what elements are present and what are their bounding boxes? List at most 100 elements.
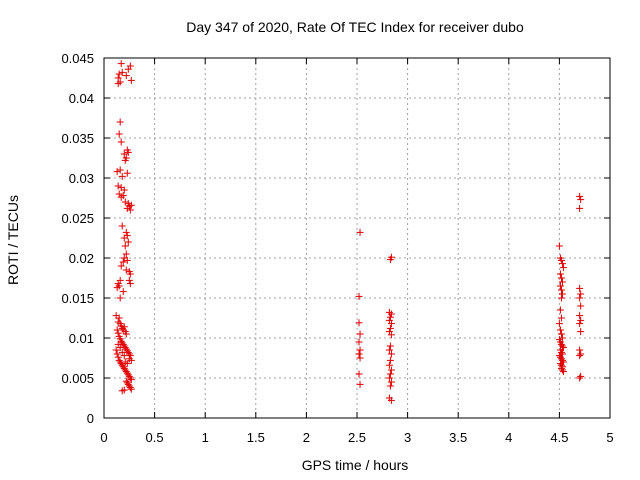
data-point [556, 282, 564, 290]
y-tick-label: 0.015 [61, 291, 94, 306]
x-tick-label: 3 [404, 430, 411, 445]
data-point [123, 360, 131, 368]
data-point [119, 192, 127, 200]
data-point [119, 258, 127, 266]
data-point [121, 242, 129, 250]
data-point [387, 310, 395, 318]
data-point [556, 326, 564, 334]
data-point [576, 320, 584, 328]
data-point [126, 280, 134, 288]
data-point [122, 330, 130, 338]
data-point [114, 182, 122, 190]
data-point [577, 316, 585, 324]
x-axis-label: GPS time / hours [302, 457, 409, 473]
y-tick-label: 0.02 [69, 251, 94, 266]
data-point [118, 387, 126, 395]
data-point [576, 192, 584, 200]
data-point [127, 76, 135, 84]
data-point [576, 294, 584, 302]
data-point [116, 344, 124, 352]
data-point [120, 150, 128, 158]
data-point [387, 350, 395, 358]
y-tick-label: 0.04 [69, 91, 94, 106]
data-point [126, 270, 134, 278]
x-tick-label: 1.5 [247, 430, 265, 445]
data-point [116, 78, 124, 86]
data-point [555, 320, 563, 328]
data-point [121, 198, 129, 206]
data-point [120, 352, 128, 360]
data-point [577, 196, 585, 204]
data-point [127, 201, 135, 209]
data-point [387, 331, 395, 339]
data-point [555, 242, 563, 250]
data-point [385, 374, 393, 382]
data-point [118, 172, 126, 180]
data-point [577, 328, 585, 336]
data-point [386, 356, 394, 364]
data-point [385, 346, 393, 354]
data-point [355, 338, 363, 346]
data-point [577, 290, 585, 298]
data-point [126, 206, 134, 214]
data-point [387, 366, 395, 374]
data-point [113, 284, 121, 292]
data-point [577, 302, 585, 310]
data-point [387, 378, 395, 386]
x-tick-label: 0 [100, 430, 107, 445]
data-point [115, 130, 123, 138]
axis-ticks: 0 0.5 1 1.5 2 2.5 3 3.5 4 4.5 5 0 0.005 0.01 0.015 0.02… [61, 51, 613, 445]
data-point [116, 118, 124, 126]
data-point [114, 74, 122, 82]
data-point [127, 385, 135, 393]
x-tick-label: 5 [606, 430, 613, 445]
data-point [123, 204, 131, 212]
data-point [386, 324, 394, 332]
data-point [576, 312, 584, 320]
data-point [557, 286, 565, 294]
data-point [387, 320, 395, 328]
data-point [117, 60, 125, 68]
x-tick-label: 3.5 [449, 430, 467, 445]
data-point [559, 368, 567, 376]
y-tick-label: 0.025 [61, 211, 94, 226]
data-point [124, 148, 132, 156]
data-point [123, 256, 131, 264]
x-tick-label: 4 [505, 430, 512, 445]
data-point [124, 238, 132, 246]
data-point [126, 62, 134, 70]
data-point [119, 288, 127, 296]
data-point [127, 376, 135, 384]
data-point [118, 68, 126, 76]
grid [104, 58, 610, 418]
data-point [386, 382, 394, 390]
data-point [386, 342, 394, 350]
data-point [557, 256, 565, 264]
data-point [576, 352, 584, 360]
data-point [385, 361, 393, 369]
data-point [113, 350, 121, 358]
data-point [118, 222, 126, 230]
x-tick-label: 0.5 [146, 430, 164, 445]
data-point [356, 354, 364, 362]
data-point [356, 330, 364, 338]
data-point [112, 346, 120, 354]
data-point [126, 374, 134, 382]
data-point [120, 186, 128, 194]
data-point [558, 334, 566, 342]
data-points [112, 60, 585, 404]
data-point [557, 274, 565, 282]
data-point [356, 228, 364, 236]
data-point [127, 356, 135, 364]
data-point [114, 329, 122, 337]
data-point [122, 266, 130, 274]
y-tick-label: 0.035 [61, 131, 94, 146]
data-point [114, 353, 122, 361]
x-tick-label: 2.5 [348, 430, 366, 445]
data-point [356, 380, 364, 388]
data-point [126, 384, 134, 392]
data-point [116, 166, 124, 174]
data-point [558, 260, 566, 268]
data-point [355, 319, 363, 327]
